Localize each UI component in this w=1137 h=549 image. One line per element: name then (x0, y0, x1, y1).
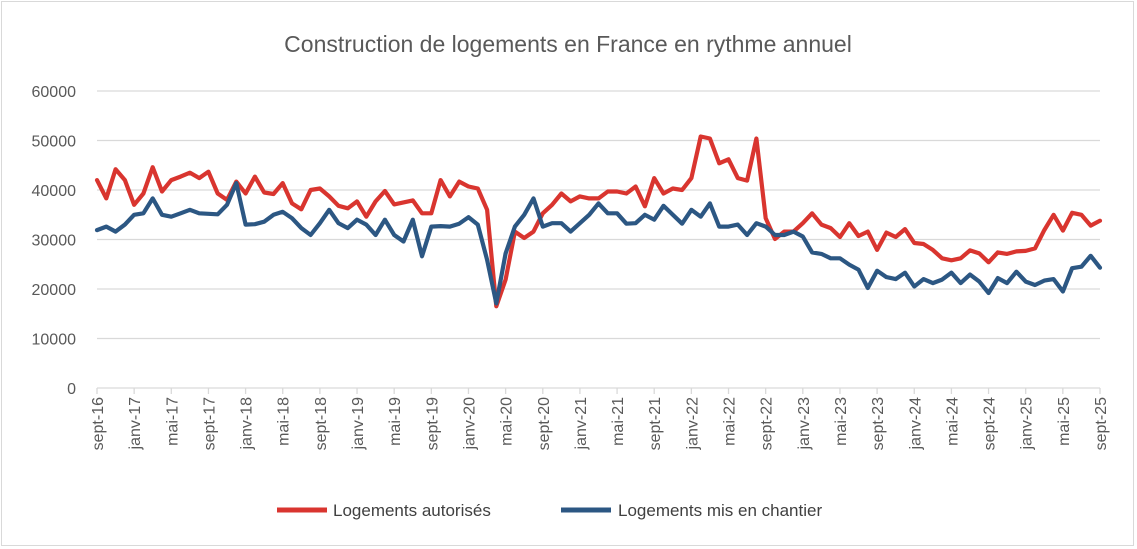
series-points-0 (96, 136, 1101, 307)
x-tick-label: sept-22 (759, 397, 776, 450)
x-tick-label: janv-25 (1019, 397, 1036, 451)
x-tick-label: janv-20 (461, 397, 478, 451)
x-tick-label: mai-19 (387, 397, 404, 446)
x-tick-label: janv-17 (127, 397, 144, 451)
legend: Logements autorisés Logements mis en cha… (277, 501, 822, 520)
y-tick-label: 10000 (32, 332, 77, 349)
series-line-autorises (94, 134, 1103, 309)
y-axis: 0 10000 20000 30000 40000 50000 60000 (32, 84, 77, 398)
x-tick-label: sept-19 (424, 397, 441, 450)
x-tick-label: mai-17 (164, 397, 181, 446)
x-tick-label: mai-21 (610, 397, 627, 446)
x-tick-label: sept-18 (313, 397, 330, 450)
y-tick-label: 40000 (32, 183, 77, 200)
x-tick-label: mai-22 (722, 397, 739, 446)
x-tick-label: sept-16 (90, 397, 107, 450)
series-points-1 (96, 182, 1101, 304)
x-tick-label: sept-17 (201, 397, 218, 450)
y-tick-label: 30000 (32, 233, 77, 250)
x-tick-label: janv-24 (907, 397, 924, 451)
gridlines (97, 90, 1100, 389)
x-axis: sept-16 janv-17 mai-17 sept-17 janv-18 mai-18… (90, 388, 1110, 450)
x-tick-label: janv-22 (684, 397, 701, 451)
x-tick-label: sept-23 (870, 397, 887, 450)
x-tick-label: mai-25 (1056, 397, 1073, 446)
y-tick-label: 0 (67, 381, 76, 398)
x-tick-label: janv-19 (350, 397, 367, 451)
y-tick-label: 20000 (32, 282, 77, 299)
x-tick-label: sept-21 (647, 397, 664, 450)
y-tick-label: 60000 (32, 84, 77, 101)
x-tick-label: sept-25 (1093, 397, 1110, 450)
x-tick-label: janv-21 (573, 397, 590, 451)
x-tick-label: mai-20 (499, 397, 516, 446)
x-tick-label: sept-20 (536, 397, 553, 450)
chart-title: Construction de logements en France en r… (284, 31, 852, 57)
x-tick-label: janv-23 (796, 397, 813, 451)
legend-label-mis-en-chantier: Logements mis en chantier (618, 501, 822, 520)
series-line-mis-en-chantier (94, 181, 1103, 306)
series-lines (94, 134, 1103, 309)
x-tick-label: mai-23 (833, 397, 850, 446)
y-tick-label: 50000 (32, 134, 77, 151)
legend-label-autorises: Logements autorisés (333, 501, 491, 520)
x-tick-label: mai-18 (276, 397, 293, 446)
x-tick-label: janv-18 (239, 397, 256, 451)
x-tick-label: mai-24 (944, 397, 961, 446)
x-tick-label: sept-24 (982, 397, 999, 450)
